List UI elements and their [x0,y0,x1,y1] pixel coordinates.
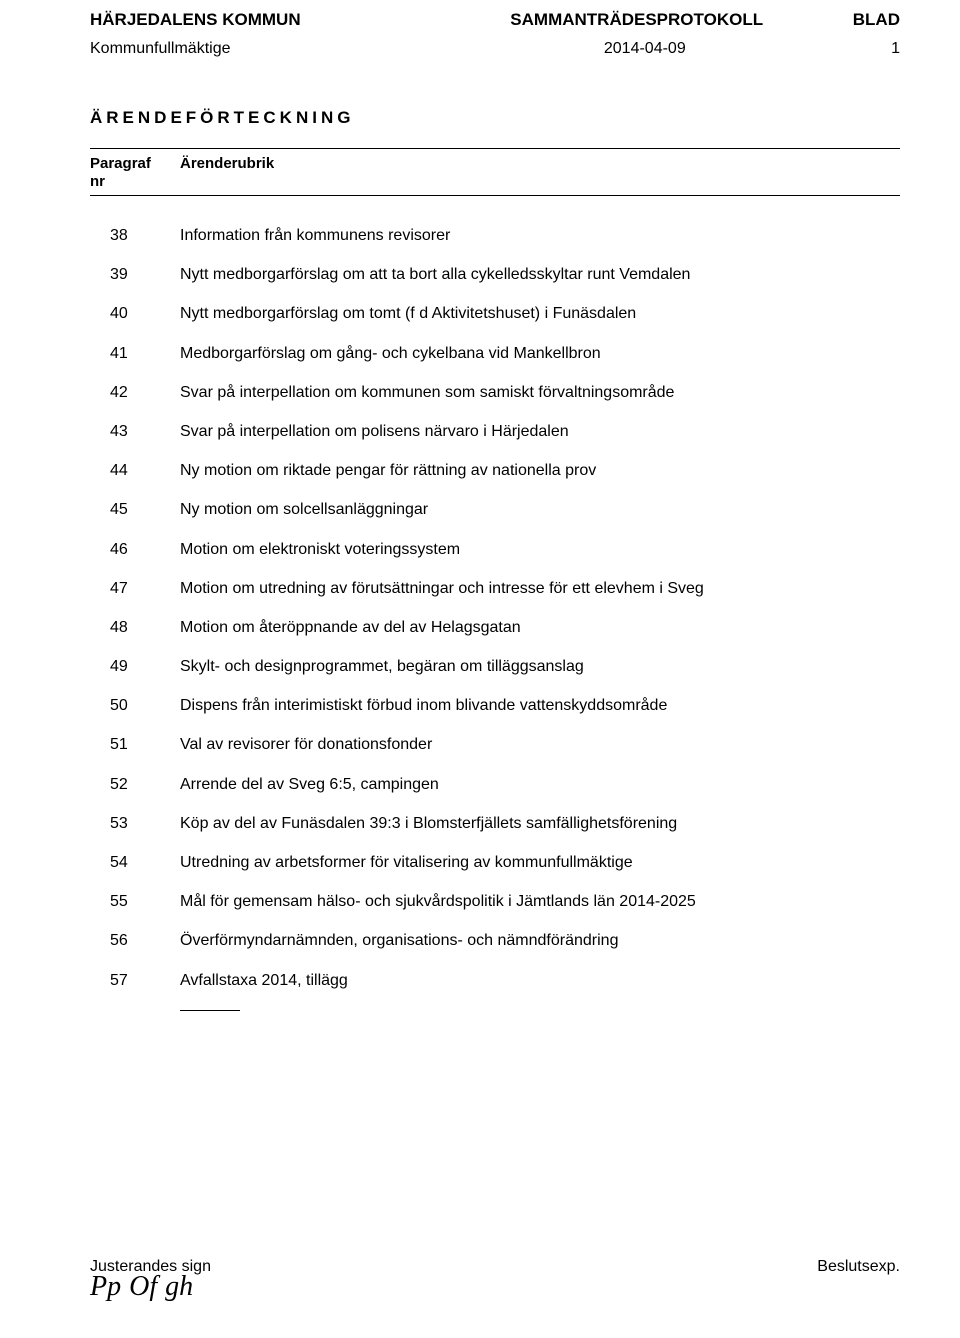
item-title: Motion om utredning av förutsättningar o… [180,579,704,598]
item-title: Överförmyndarnämnden, organisations- och… [180,931,618,950]
header-blad-label: BLAD [853,10,900,30]
item-nr: 43 [90,422,180,441]
item-nr: 49 [90,657,180,676]
table-head: Paragraf nr Ärenderubrik [90,148,900,196]
item-title: Val av revisorer för donationsfonder [180,735,432,754]
item-title: Ny motion om solcellsanläggningar [180,500,428,519]
item-nr: 55 [90,892,180,911]
signature-1: Pp [90,1276,121,1298]
signatures: Pp Of gh [90,1276,211,1298]
item-title: Medborgarförslag om gång- och cykelbana … [180,344,601,363]
item-title: Nytt medborgarförslag om tomt (f d Aktiv… [180,304,636,323]
list-item: 38Information från kommunens revisorer [90,226,900,245]
list-item: 42Svar på interpellation om kommunen som… [90,383,900,402]
footer: Justerandes sign Pp Of gh Beslutsexp. [90,1258,900,1298]
list-item: 39Nytt medborgarförslag om att ta bort a… [90,265,900,284]
item-nr: 54 [90,853,180,872]
item-title: Mål för gemensam hälso- och sjukvårdspol… [180,892,696,911]
footer-left: Justerandes sign Pp Of gh [90,1258,211,1298]
item-title: Nytt medborgarförslag om att ta bort all… [180,265,690,284]
item-nr: 45 [90,500,180,519]
list-item: 50Dispens från interimistiskt förbud ino… [90,696,900,715]
header-date: 2014-04-09 [604,40,686,58]
list-item: 57Avfallstaxa 2014, tillägg [90,971,900,990]
col-arenderubrik: Ärenderubrik [180,155,900,191]
list-item: 54Utredning av arbetsformer för vitalise… [90,853,900,872]
item-title: Ny motion om riktade pengar för rättning… [180,461,596,480]
item-nr: 51 [90,735,180,754]
list-item: 51Val av revisorer för donationsfonder [90,735,900,754]
list-item: 46Motion om elektroniskt voteringssystem [90,540,900,559]
item-nr: 48 [90,618,180,637]
item-title: Information från kommunens revisorer [180,226,450,245]
beslut-label: Beslutsexp. [817,1258,900,1298]
item-nr: 42 [90,383,180,402]
header-page-no: 1 [891,40,900,58]
item-title: Dispens från interimistiskt förbud inom … [180,696,667,715]
item-nr: 38 [90,226,180,245]
signature-2: Of [129,1276,157,1298]
item-title: Avfallstaxa 2014, tillägg [180,971,348,990]
item-nr: 44 [90,461,180,480]
item-nr: 40 [90,304,180,323]
item-nr: 47 [90,579,180,598]
item-title: Skylt- och designprogrammet, begäran om … [180,657,584,676]
col-paragraf-line2: nr [90,173,180,191]
end-rule [180,1010,240,1011]
item-nr: 56 [90,931,180,950]
header-row: HÄRJEDALENS KOMMUN SAMMANTRÄDESPROTOKOLL… [90,10,900,30]
list-item: 47Motion om utredning av förutsättningar… [90,579,900,598]
list-item: 56Överförmyndarnämnden, organisations- o… [90,931,900,950]
list-item: 40Nytt medborgarförslag om tomt (f d Akt… [90,304,900,323]
item-title: Köp av del av Funäsdalen 39:3 i Blomster… [180,814,677,833]
col-paragraf-line1: Paragraf [90,155,180,173]
item-title: Motion om elektroniskt voteringssystem [180,540,460,559]
list-item: 53Köp av del av Funäsdalen 39:3 i Blomst… [90,814,900,833]
item-nr: 50 [90,696,180,715]
col-paragraf: Paragraf nr [90,155,180,191]
item-nr: 57 [90,971,180,990]
item-title: Utredning av arbetsformer för vitaliseri… [180,853,633,872]
item-title: Svar på interpellation om kommunen som s… [180,383,674,402]
header-body: Kommunfullmäktige [90,40,231,58]
header-org: HÄRJEDALENS KOMMUN [90,10,301,30]
item-nr: 52 [90,775,180,794]
page: HÄRJEDALENS KOMMUN SAMMANTRÄDESPROTOKOLL… [0,0,960,1031]
list-item: 44Ny motion om riktade pengar för rättni… [90,461,900,480]
list-item: 49Skylt- och designprogrammet, begäran o… [90,657,900,676]
signature-3: gh [165,1276,193,1298]
items-list: 38Information från kommunens revisorer 39… [90,226,900,990]
item-title: Svar på interpellation om polisens närva… [180,422,569,441]
header-doc-type: SAMMANTRÄDESPROTOKOLL [510,10,763,30]
item-title: Motion om återöppnande av del av Helagsg… [180,618,521,637]
item-title: Arrende del av Sveg 6:5, campingen [180,775,439,794]
list-item: 55Mål för gemensam hälso- och sjukvårdsp… [90,892,900,911]
list-item: 52Arrende del av Sveg 6:5, campingen [90,775,900,794]
item-nr: 46 [90,540,180,559]
list-item: 41Medborgarförslag om gång- och cykelban… [90,344,900,363]
item-nr: 39 [90,265,180,284]
section-title: ÄRENDEFÖRTECKNING [90,108,900,128]
item-nr: 41 [90,344,180,363]
subheader-row: Kommunfullmäktige 2014-04-09 1 [90,40,900,58]
list-item: 45Ny motion om solcellsanläggningar [90,500,900,519]
list-item: 48Motion om återöppnande av del av Helag… [90,618,900,637]
item-nr: 53 [90,814,180,833]
list-item: 43Svar på interpellation om polisens när… [90,422,900,441]
